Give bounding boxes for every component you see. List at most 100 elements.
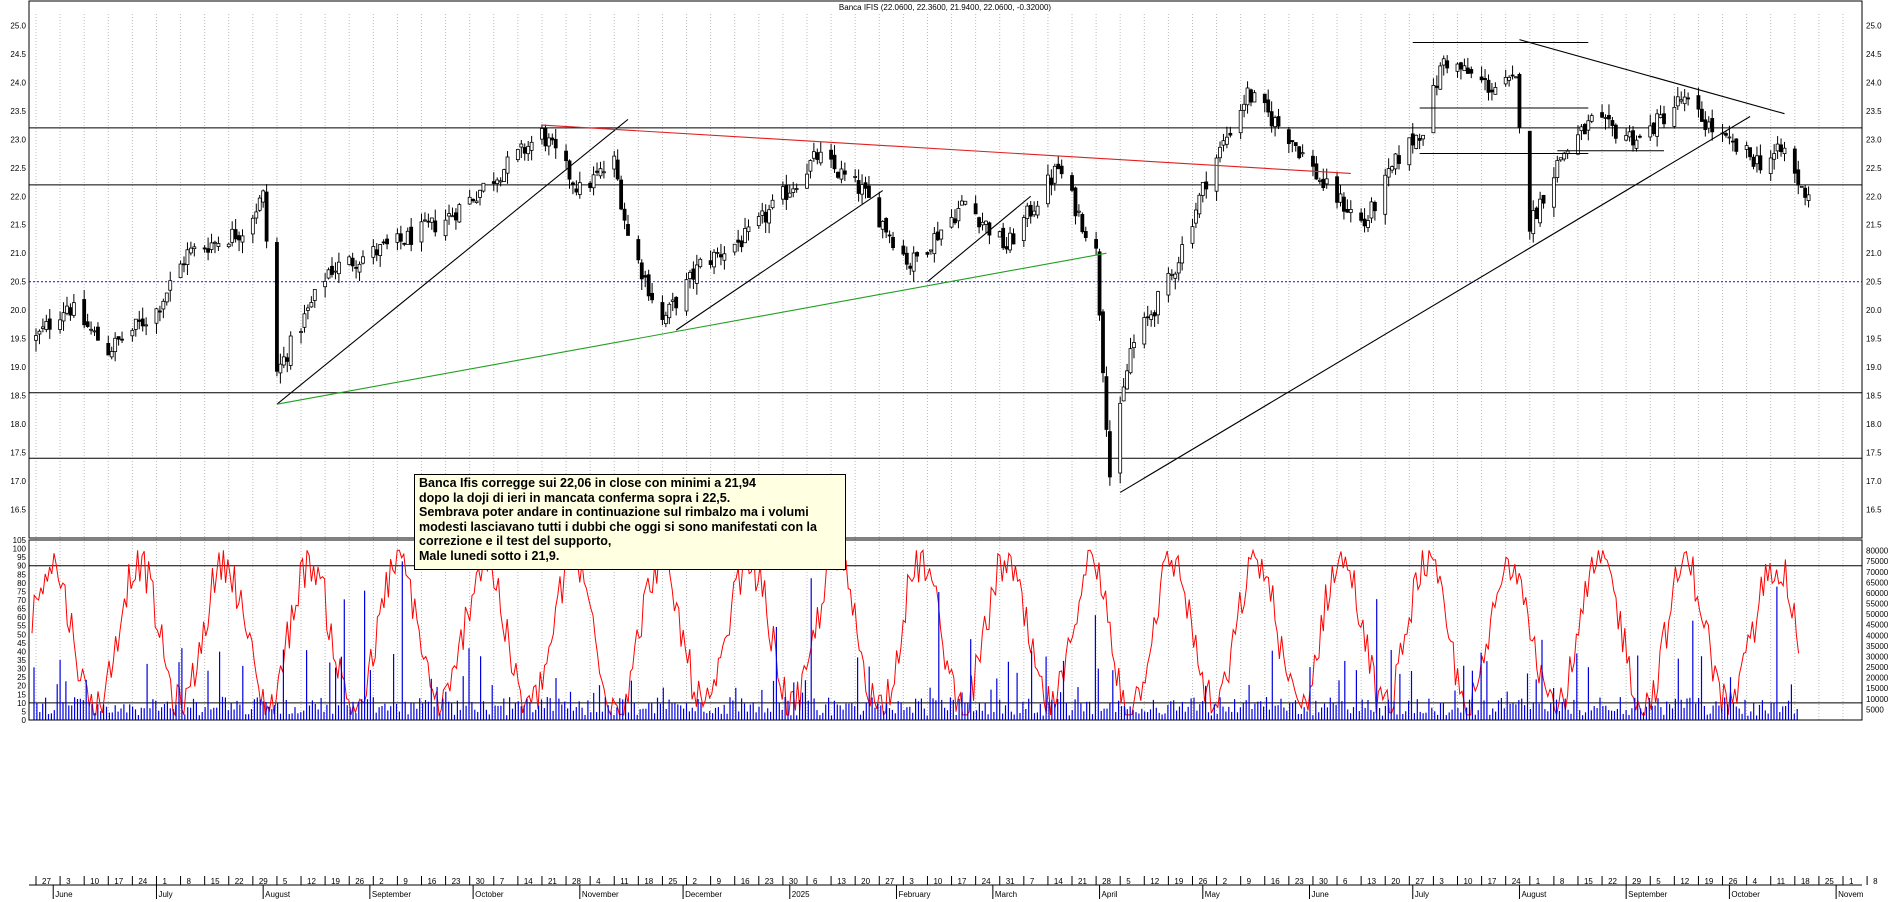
candle-body bbox=[354, 266, 358, 269]
candle-body bbox=[1152, 312, 1157, 317]
candle-body bbox=[1579, 126, 1584, 132]
x-tick-label: 27 bbox=[885, 877, 894, 886]
y-tick-label-left: 17.5 bbox=[10, 449, 26, 458]
candle-body bbox=[168, 280, 173, 291]
candle-body bbox=[1803, 187, 1808, 198]
candle-body bbox=[398, 233, 403, 242]
candle-body bbox=[1799, 185, 1804, 188]
candle-body bbox=[1603, 117, 1608, 119]
candle-body bbox=[433, 220, 438, 233]
y-tick-label-right: 18.5 bbox=[1866, 392, 1882, 401]
oscillator-tick-label: 20 bbox=[17, 682, 26, 691]
candle-body bbox=[615, 159, 620, 180]
candle-body bbox=[178, 263, 183, 279]
trendline bbox=[276, 118, 629, 405]
candle-body bbox=[1046, 174, 1050, 205]
candle-body bbox=[409, 226, 414, 245]
candle-body bbox=[932, 233, 937, 255]
candle-body bbox=[68, 307, 73, 316]
candle-body bbox=[116, 336, 121, 340]
candle-body bbox=[595, 170, 599, 173]
oscillator-tick-label: 90 bbox=[17, 562, 26, 571]
candle-body bbox=[385, 238, 389, 245]
oscillator-tick-label: 30 bbox=[17, 665, 26, 674]
candle-body bbox=[1417, 138, 1422, 141]
candle-body bbox=[1276, 116, 1281, 127]
candle-body bbox=[1514, 76, 1518, 79]
x-tick-label: 30 bbox=[789, 877, 798, 886]
candle-body bbox=[34, 335, 38, 341]
candle-body bbox=[447, 213, 451, 217]
candle-body bbox=[278, 363, 283, 374]
candle-body bbox=[1035, 205, 1040, 216]
oscillator-tick-label: 55 bbox=[17, 622, 26, 631]
candle-body bbox=[829, 149, 833, 160]
x-tick-label: 28 bbox=[1102, 877, 1111, 886]
candle-body bbox=[1562, 152, 1567, 160]
x-tick-label: 22 bbox=[1608, 877, 1617, 886]
candle-body bbox=[832, 154, 837, 170]
candle-body bbox=[1214, 157, 1219, 192]
candle-body bbox=[626, 224, 630, 236]
candle-body bbox=[818, 151, 823, 164]
candle-body bbox=[1631, 130, 1635, 146]
candle-body bbox=[1128, 348, 1133, 374]
candle-body bbox=[1118, 402, 1123, 474]
candle-body bbox=[96, 326, 100, 341]
candle-body bbox=[1565, 150, 1570, 154]
x-tick-label: 3 bbox=[66, 877, 71, 886]
oscillator-tick-label: 35 bbox=[17, 656, 26, 665]
x-tick-label: 3 bbox=[1439, 877, 1444, 886]
x-tick-label: 20 bbox=[861, 877, 870, 886]
x-tick-label: 11 bbox=[1777, 877, 1786, 886]
candle-body bbox=[450, 215, 455, 218]
candle-body bbox=[1338, 193, 1343, 203]
candle-body bbox=[526, 145, 531, 155]
candle-body bbox=[808, 160, 813, 172]
candle-body bbox=[58, 319, 62, 330]
x-tick-label: 7 bbox=[500, 877, 505, 886]
x-tick-label: 5 bbox=[1126, 877, 1131, 886]
candle-body bbox=[1662, 113, 1666, 125]
candle-body bbox=[1297, 146, 1302, 159]
candle-body bbox=[109, 351, 114, 358]
candle-body bbox=[164, 292, 169, 303]
candle-body bbox=[553, 139, 558, 149]
candle-body bbox=[1648, 125, 1653, 138]
candle-body bbox=[1335, 176, 1339, 203]
candle-body bbox=[791, 188, 796, 193]
x-tick-label: 23 bbox=[452, 877, 461, 886]
x-tick-label: 15 bbox=[211, 877, 220, 886]
candle-body bbox=[1025, 205, 1030, 219]
x-tick-label: 29 bbox=[1632, 877, 1641, 886]
trendline bbox=[541, 124, 1351, 175]
candle-body bbox=[1624, 135, 1629, 141]
candle-body bbox=[1465, 67, 1470, 74]
candle-body bbox=[495, 179, 500, 185]
candle-body bbox=[904, 252, 909, 265]
candle-body bbox=[213, 241, 217, 244]
candle-body bbox=[361, 256, 365, 264]
candle-body bbox=[481, 182, 486, 192]
candle-body bbox=[1369, 201, 1374, 219]
candle-body bbox=[1383, 174, 1388, 215]
candle-body bbox=[935, 231, 940, 241]
x-tick-label: 8 bbox=[1873, 877, 1878, 886]
y-tick-label-right: 22.0 bbox=[1866, 192, 1882, 201]
candle-body bbox=[1755, 155, 1759, 165]
x-tick-label: 15 bbox=[1584, 877, 1593, 886]
volume-tick-label: 70000 bbox=[1866, 568, 1889, 577]
candle-body bbox=[1397, 155, 1401, 164]
candle-body bbox=[306, 307, 310, 311]
candle-body bbox=[82, 299, 87, 326]
annotation-line: dopo la doji di ieri in mancata conferma… bbox=[419, 490, 731, 505]
candle-body bbox=[1245, 87, 1250, 106]
candle-body bbox=[588, 182, 593, 188]
candle-body bbox=[1751, 156, 1756, 167]
volume-tick-label: 25000 bbox=[1866, 663, 1889, 672]
candle-body bbox=[574, 188, 579, 193]
candle-body bbox=[1194, 209, 1198, 224]
candle-body bbox=[206, 248, 210, 253]
candle-body bbox=[1558, 157, 1563, 161]
